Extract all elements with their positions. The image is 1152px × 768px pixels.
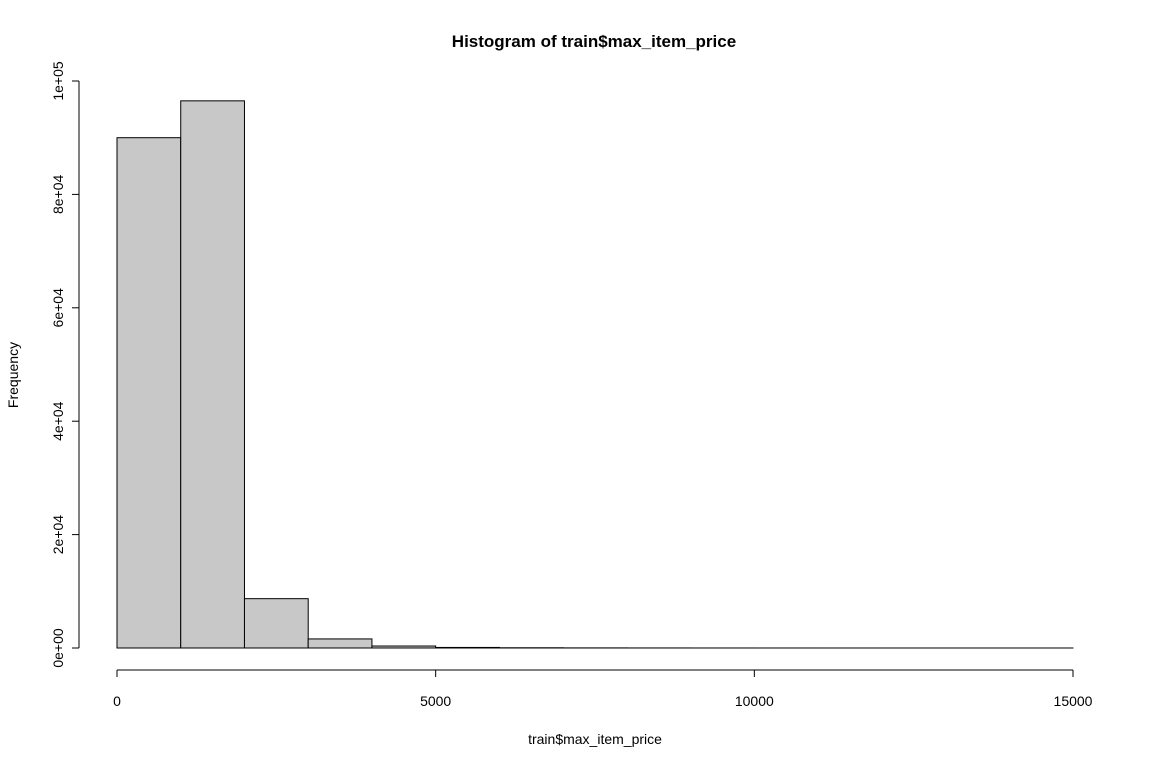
histogram-bar-4: [371, 645, 437, 649]
x-axis-title: train$max_item_price: [528, 731, 662, 747]
x-tick-label: 0: [113, 693, 121, 709]
histogram-bar-0: [116, 137, 182, 649]
x-tick-label: 10000: [735, 693, 774, 709]
y-tick-label: 1e+05: [50, 61, 66, 101]
y-tick-label: 6e+04: [50, 288, 66, 328]
y-tick-label: 4e+04: [50, 401, 66, 441]
histogram-bars: [116, 100, 1074, 649]
y-axis: 0e+00 2e+04 4e+04 6e+04 8e+04 1e+05: [50, 61, 80, 668]
x-tick-label: 5000: [420, 693, 451, 709]
histogram-bar-5: [435, 646, 500, 649]
histogram-bar-2: [243, 598, 309, 649]
x-tick-label: 15000: [1054, 693, 1093, 709]
histogram-bar-3: [307, 638, 373, 649]
y-tick-label: 8e+04: [50, 175, 66, 215]
chart-title: Histogram of train$max_item_price: [452, 32, 736, 51]
x-axis: 0 5000 10000 15000: [113, 669, 1093, 709]
y-tick-label: 0e+00: [50, 628, 66, 668]
y-axis-title: Frequency: [5, 342, 21, 408]
y-tick-label: 2e+04: [50, 515, 66, 555]
histogram-bar-1: [180, 100, 245, 649]
